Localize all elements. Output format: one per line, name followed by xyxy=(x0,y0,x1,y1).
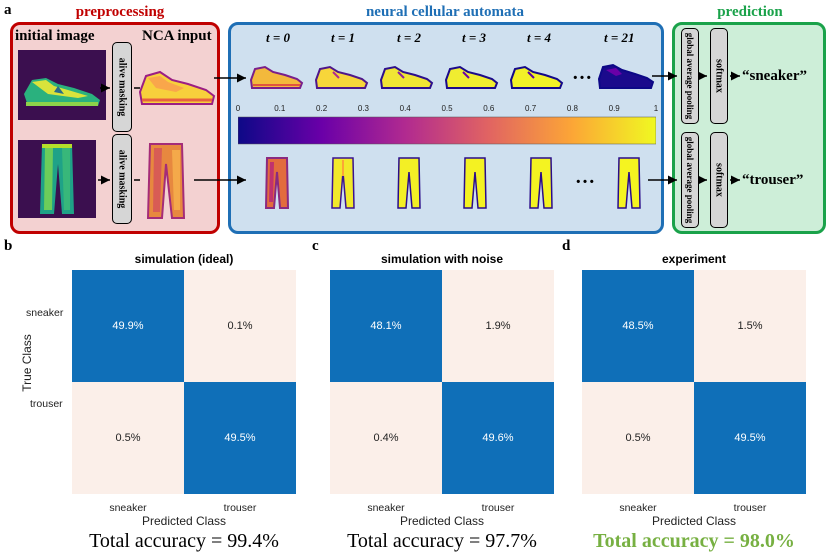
colorbar-tick-label: 1 xyxy=(653,104,659,113)
matrix-cell-correct: 48.5% xyxy=(582,270,694,382)
prediction-title: prediction xyxy=(717,4,783,20)
matrix-cell-error: 0.4% xyxy=(330,382,442,494)
global-avg-pooling-box-top: global average pooling xyxy=(681,28,699,124)
nca-input-trouser xyxy=(146,143,186,219)
nca-trouser-t21 xyxy=(617,157,641,209)
softmax-label-bottom: softmax xyxy=(713,163,725,197)
colorbar-tick-label: 0.6 xyxy=(483,104,495,113)
timestep-1: t = 1 xyxy=(331,30,356,45)
col-label-sneaker: sneaker xyxy=(367,502,405,514)
colorbar-tick-label: 0.1 xyxy=(274,104,286,113)
matrix-cell-error: 0.1% xyxy=(184,270,296,382)
matrix-cell-error: 0.5% xyxy=(582,382,694,494)
timestep-21: t = 21 xyxy=(604,30,635,45)
colorbar xyxy=(238,116,656,145)
preprocessing-title: preprocessing xyxy=(75,4,165,20)
output-trouser-label: “trouser” xyxy=(742,172,804,188)
nca-sneaker-t1 xyxy=(314,65,369,89)
nca-trouser-t2 xyxy=(397,157,421,209)
matrix-cell-correct: 49.5% xyxy=(694,382,806,494)
ellipsis-top: … xyxy=(572,62,592,84)
initial-trouser-image xyxy=(18,140,96,218)
predicted-class-axis-label: Predicted Class xyxy=(399,514,485,528)
matrix-cell-error: 1.9% xyxy=(442,270,554,382)
nca-trouser-t0 xyxy=(264,157,290,209)
colorbar-tick-label: 0 xyxy=(235,104,241,113)
nca-trouser-t1 xyxy=(331,157,355,209)
nca-sneaker-t21 xyxy=(597,63,655,89)
output-sneaker-label: “sneaker” xyxy=(742,68,807,84)
global-avg-pooling-label-bottom: global average pooling xyxy=(685,136,695,224)
predicted-class-axis-label: Predicted Class xyxy=(651,514,737,528)
nca-sneaker-t2 xyxy=(379,65,434,89)
panel-letter-b: b xyxy=(4,238,13,254)
nca-input-label: NCA input xyxy=(142,28,212,44)
col-label-sneaker: sneaker xyxy=(619,502,657,514)
row-label-trouser: trouser xyxy=(30,398,63,410)
nca-sneaker-t3 xyxy=(444,65,499,89)
matrix-cell-correct: 49.5% xyxy=(184,382,296,494)
matrix-cell-error: 0.5% xyxy=(72,382,184,494)
colorbar-tick-label: 0.5 xyxy=(441,104,453,113)
nca-trouser-t4 xyxy=(529,157,553,209)
alive-masking-label-bottom: alive masking xyxy=(116,149,128,209)
matrix-title: simulation with noise xyxy=(380,252,503,266)
colorbar-tick-label: 0.9 xyxy=(608,104,620,113)
colorbar-tick-label: 0.3 xyxy=(357,104,369,113)
matrix-cell-correct: 49.9% xyxy=(72,270,184,382)
nca-input-sneaker xyxy=(138,70,216,105)
alive-masking-label-top: alive masking xyxy=(116,57,128,117)
global-avg-pooling-label-top: global average pooling xyxy=(685,32,695,120)
alive-masking-box-bottom: alive masking xyxy=(112,134,132,224)
nca-trouser-t3 xyxy=(463,157,487,209)
matrix-cell-error: 1.5% xyxy=(694,270,806,382)
total-accuracy: Total accuracy = 98.0% xyxy=(593,530,795,552)
col-label-trouser: trouser xyxy=(223,502,257,514)
colorbar-tick-label: 0.2 xyxy=(316,104,328,113)
colorbar-tick-label: 0.7 xyxy=(525,104,537,113)
softmax-box-top: softmax xyxy=(710,28,728,124)
colorbar-tick-label: 0.4 xyxy=(399,104,411,113)
matrix-title: simulation (ideal) xyxy=(134,252,234,266)
nca-title: neural cellular automata xyxy=(365,4,525,20)
timestep-4: t = 4 xyxy=(527,30,552,45)
panel-letter-c: c xyxy=(312,238,319,254)
initial-sneaker-image xyxy=(18,50,106,120)
col-label-trouser: trouser xyxy=(481,502,515,514)
softmax-label-top: softmax xyxy=(713,59,725,93)
predicted-class-axis-label: Predicted Class xyxy=(141,514,227,528)
colorbar-tick-label: 0.8 xyxy=(566,104,578,113)
timestep-3: t = 3 xyxy=(462,30,487,45)
initial-image-label: initial image xyxy=(15,28,95,44)
global-avg-pooling-box-bottom: global average pooling xyxy=(681,132,699,228)
total-accuracy: Total accuracy = 99.4% xyxy=(89,530,279,552)
col-label-sneaker: sneaker xyxy=(109,502,147,514)
softmax-box-bottom: softmax xyxy=(710,132,728,228)
true-class-axis-label: True Class xyxy=(20,334,34,392)
ellipsis-bottom: … xyxy=(575,166,595,188)
timestep-0: t = 0 xyxy=(266,30,291,45)
matrix-title: experiment xyxy=(661,252,727,266)
alive-masking-box-top: alive masking xyxy=(112,42,132,132)
matrix-cell-correct: 48.1% xyxy=(330,270,442,382)
row-label-sneaker: sneaker xyxy=(26,307,64,319)
matrix-cell-correct: 49.6% xyxy=(442,382,554,494)
nca-sneaker-t0 xyxy=(249,65,304,89)
panel-letter-d: d xyxy=(562,238,571,254)
panel-letter-a: a xyxy=(4,2,12,18)
timestep-2: t = 2 xyxy=(397,30,422,45)
col-label-trouser: trouser xyxy=(733,502,767,514)
nca-sneaker-t4 xyxy=(509,65,564,89)
total-accuracy: Total accuracy = 97.7% xyxy=(347,530,537,552)
